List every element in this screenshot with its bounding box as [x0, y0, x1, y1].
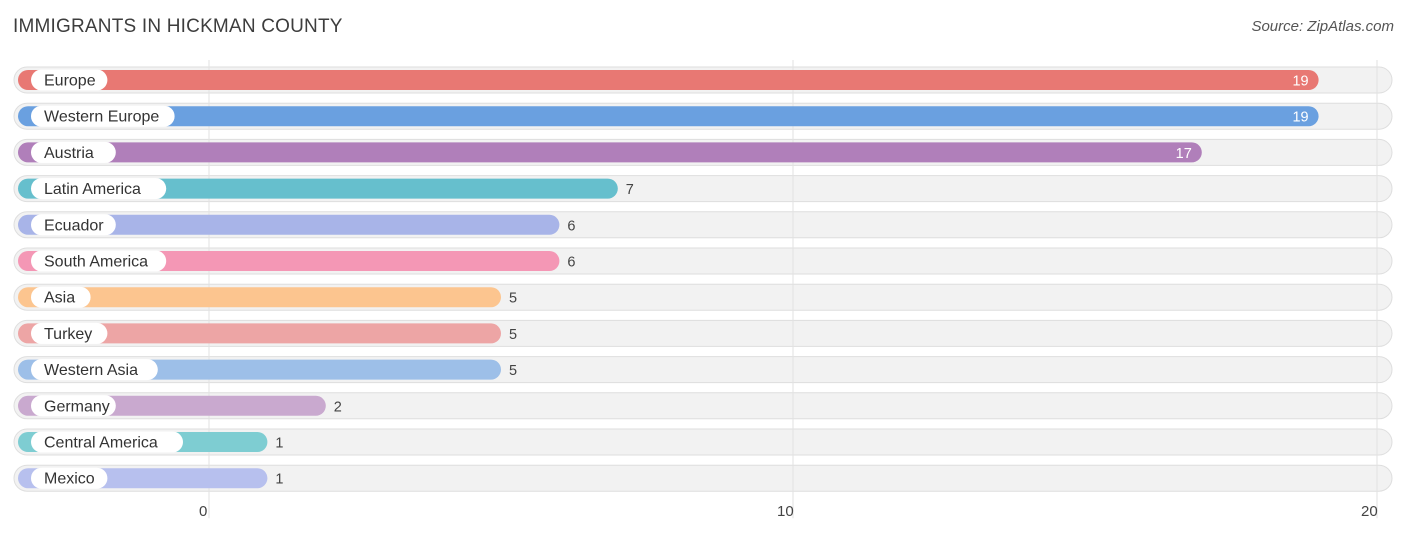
bar [18, 287, 501, 308]
category-label-bg [31, 178, 167, 200]
value-label: 5 [509, 327, 517, 343]
value-label: 6 [567, 218, 575, 234]
category-label-bg [31, 431, 183, 453]
category-label: Turkey [44, 326, 92, 343]
value-label: 5 [509, 363, 517, 379]
category-label-bg [31, 286, 91, 308]
source-label: Source: ZipAtlas.com [1251, 18, 1394, 35]
category-label: Western Asia [44, 362, 138, 379]
x-tick-label: 10 [777, 503, 794, 520]
bar-track [13, 464, 1393, 492]
category-label: South America [44, 254, 148, 271]
category-label: Western Europe [44, 109, 159, 126]
value-label: 2 [334, 399, 342, 415]
x-tick-label: 20 [1361, 503, 1378, 520]
category-label: Austria [44, 145, 94, 162]
bar [18, 214, 560, 235]
category-label: Mexico [44, 471, 95, 488]
bar [18, 142, 1202, 163]
bar [18, 323, 501, 344]
category-label-bg [31, 105, 175, 127]
value-label: 5 [509, 291, 517, 307]
category-label: Central America [44, 435, 158, 452]
category-label: Latin America [44, 181, 141, 198]
value-label: 7 [626, 182, 634, 198]
bar [18, 106, 1319, 127]
category-label-bg [31, 214, 116, 236]
value-label: 17 [1176, 146, 1192, 162]
value-label: 1 [275, 472, 283, 488]
category-label-bg [31, 322, 108, 344]
category-label-bg [31, 467, 108, 489]
category-label: Asia [44, 290, 75, 307]
bar [18, 178, 618, 199]
x-tick-label: 0 [199, 503, 207, 520]
bar [18, 70, 1319, 90]
value-label: 1 [275, 436, 283, 452]
category-label: Europe [44, 73, 96, 90]
category-label-bg [31, 359, 158, 381]
category-label-bg [31, 395, 116, 417]
bar-track [13, 392, 1393, 420]
category-label: Germany [44, 398, 110, 415]
value-label: 19 [1292, 74, 1308, 90]
category-label: Ecuador [44, 217, 104, 234]
bar-track [13, 428, 1393, 456]
category-label-bg [31, 69, 108, 91]
value-label: 6 [567, 255, 575, 271]
category-label-bg [31, 141, 116, 163]
chart-title: IMMIGRANTS IN HICKMAN COUNTY [13, 16, 343, 37]
category-label-bg [31, 250, 167, 272]
value-label: 19 [1292, 110, 1308, 126]
